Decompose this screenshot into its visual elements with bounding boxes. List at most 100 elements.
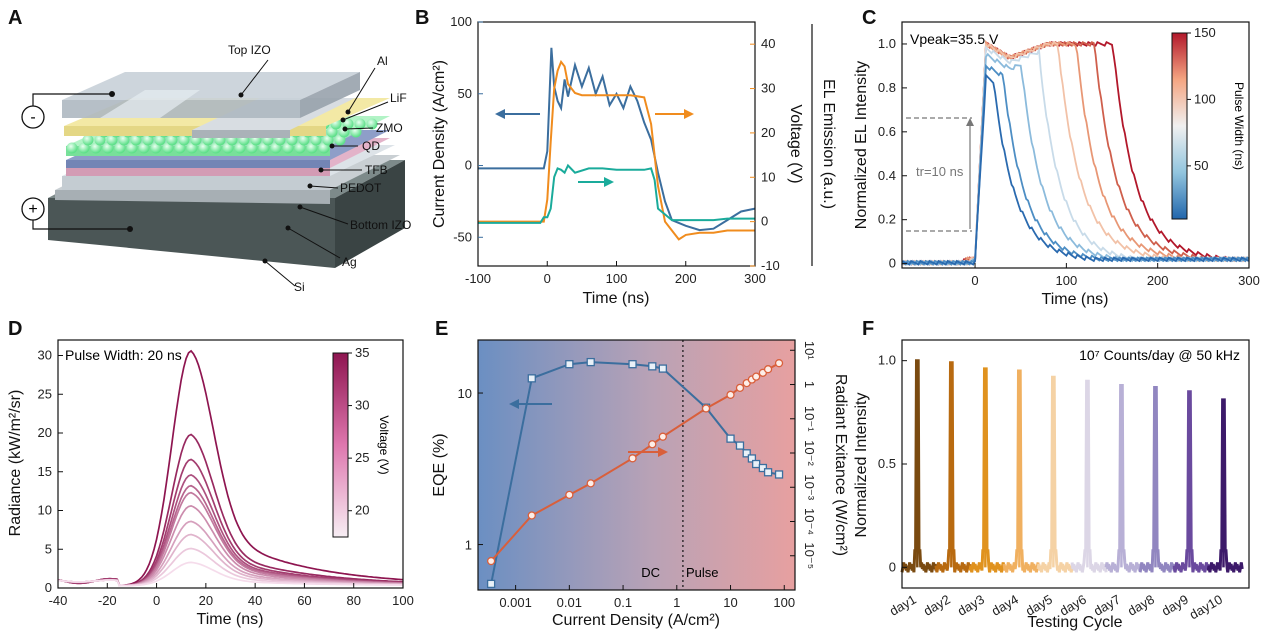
panel-b-ylabel-el: EL Emission (a.u.) (820, 79, 837, 209)
panel-d-ytick-label: 10 (38, 503, 52, 518)
panel-e-chart: E 0.001 0.01 0.1 1 10 100 1 10 10⁻⁵ 10⁻⁴ 10⁻³ 10⁻² 1… (431, 318, 849, 629)
panel-e-arrow-eqe (509, 399, 552, 409)
panel-c-series-60ns (901, 45, 1250, 266)
label-zmo: ZMO (376, 121, 403, 135)
panel-c-colorbar-tick-label: 50 (1194, 158, 1208, 173)
panel-c-xtick-label: 0 (971, 273, 978, 288)
panel-e-point-eqe (527, 374, 536, 383)
panel-b-ytick-right-label: 20 (761, 125, 775, 140)
panel-e-point-eqe (658, 364, 667, 373)
panel-b-ytick-right-label: 30 (761, 81, 775, 96)
panel-d-colorbar-tick-label: 35 (355, 345, 369, 360)
panel-e-point-eqe (628, 360, 637, 369)
panel-b-ytick-left-label: 0 (465, 158, 472, 173)
panel-b-ylabel-right: Voltage (V) (787, 104, 804, 183)
panel-f-series-day7 (1104, 384, 1142, 573)
panel-d-series (57, 484, 404, 587)
label-si: Si (294, 280, 305, 294)
panel-d-colorbar (332, 352, 349, 538)
wire-plus (32, 220, 130, 230)
panel-d-xtick-label: 20 (199, 593, 213, 608)
panel-a-device-schematic: A - + (8, 7, 411, 294)
panel-e-point-exitance (701, 404, 711, 413)
panel-e-point-exitance (527, 511, 536, 520)
panel-c-ytick-label: 1.0 (878, 36, 896, 51)
panel-d-ylabel: Radiance (kW/m²/sr) (7, 390, 24, 537)
panel-e-ytick-right-label: 10⁻⁴ (802, 508, 817, 535)
panel-c-xtick-label: 200 (1147, 273, 1169, 288)
top-izo-highlight (100, 90, 200, 118)
panel-e-point-exitance (752, 372, 761, 381)
panel-e-point-eqe (747, 454, 757, 463)
panel-f-ytick-label: 1.0 (878, 353, 896, 368)
qd-particle (354, 118, 366, 130)
panel-f-ytick-label: 0.5 (878, 456, 896, 471)
panel-f-xtick-label: day10 (1187, 592, 1225, 623)
layer-top-izo (62, 72, 360, 100)
panel-b-ytick-left-label: 50 (458, 86, 472, 101)
wire-minus (32, 93, 112, 106)
label-bottom-izo: Bottom IZO (350, 218, 411, 232)
wire-minus-dot (109, 91, 115, 97)
panel-b-series-current (478, 47, 756, 232)
panel-f-xtick-label: day3 (955, 592, 987, 619)
panel-b-ytick-left-label: 100 (450, 14, 472, 29)
panel-label-a: A (8, 7, 22, 29)
panel-e-xtick-label: 100 (773, 595, 795, 610)
panel-f-series-day2 (934, 361, 972, 573)
panel-e-point-exitance (628, 454, 637, 463)
panel-b-ytick-right-label: 40 (761, 36, 775, 51)
panel-d-ytick-label: 30 (38, 348, 52, 363)
panel-d-xtick-label: 60 (297, 593, 311, 608)
panel-b-arrow-current (495, 109, 540, 119)
panel-label-f: F (862, 318, 874, 340)
panel-c-annotation-rise: tr=10 ns (916, 164, 964, 179)
qd-particle (366, 118, 378, 130)
panel-e-arrow-exitance (628, 447, 668, 457)
panel-f-annotation: 10⁷ Counts/day @ 50 kHz (1079, 347, 1240, 363)
panel-b-series-el (478, 163, 755, 224)
panel-e-background (478, 340, 795, 590)
panel-d-ytick-label: 0 (45, 580, 52, 595)
layer-bottom-izo-front (62, 176, 330, 190)
layer-si-front (48, 198, 335, 268)
qd-particle (66, 142, 78, 154)
panel-e-point-eqe (774, 470, 784, 479)
panel-d-colorbar-tick-label: 30 (355, 398, 369, 413)
panel-e-ytick-right-label: 10⁻⁵ (802, 542, 817, 569)
panel-e-point-eqe (763, 468, 773, 477)
panel-label-b: B (415, 7, 429, 29)
panel-b-ytick-right-label: 10 (761, 169, 775, 184)
panel-f-xtick-label: day8 (1125, 592, 1157, 619)
panel-label-e: E (435, 318, 448, 340)
panel-e-point-exitance (648, 440, 657, 449)
panel-d-chart: D -40 -20 0 20 40 60 80 100 0 5 10 15 20 25 30 Time (n… (7, 318, 414, 628)
wire-plus-dot (127, 226, 133, 232)
panel-d-annotation: Pulse Width: 20 ns (65, 347, 182, 363)
panel-d-ytick-label: 15 (38, 464, 52, 479)
panel-d-xtick-label: 40 (248, 593, 262, 608)
panel-d-xtick-label: 0 (153, 593, 160, 608)
panel-f-xlabel: Testing Cycle (1027, 614, 1122, 631)
panel-f-series-day1 (900, 359, 938, 573)
panel-e-point-eqe (758, 463, 768, 473)
panel-d-frame (57, 339, 404, 589)
panel-e-xtick-label: 10 (723, 595, 737, 610)
panel-c-frame (901, 21, 1250, 269)
panel-e-point-eqe (648, 362, 657, 371)
panel-f-series-day10 (1206, 398, 1244, 573)
qd-particle (82, 134, 94, 146)
panel-d-ytick-label: 25 (38, 386, 52, 401)
panel-f-series-day9 (1172, 390, 1210, 573)
panel-c-xtick-label: 100 (1056, 273, 1078, 288)
panel-e-point-exitance (726, 390, 735, 399)
panel-d-ytick-label: 20 (38, 425, 52, 440)
panel-d-xtick-label: -40 (49, 593, 68, 608)
label-pedot: PEDOT (340, 181, 382, 195)
panel-d-xlabel: Time (ns) (197, 611, 264, 628)
panel-f-series-day8 (1138, 386, 1176, 573)
panel-c-chart: C 0 100 200 300 0 0.2 0.4 0.6 0.8 1.0 Time (ns) N… (853, 7, 1260, 308)
panel-c-xlabel: Time (ns) (1042, 291, 1109, 308)
